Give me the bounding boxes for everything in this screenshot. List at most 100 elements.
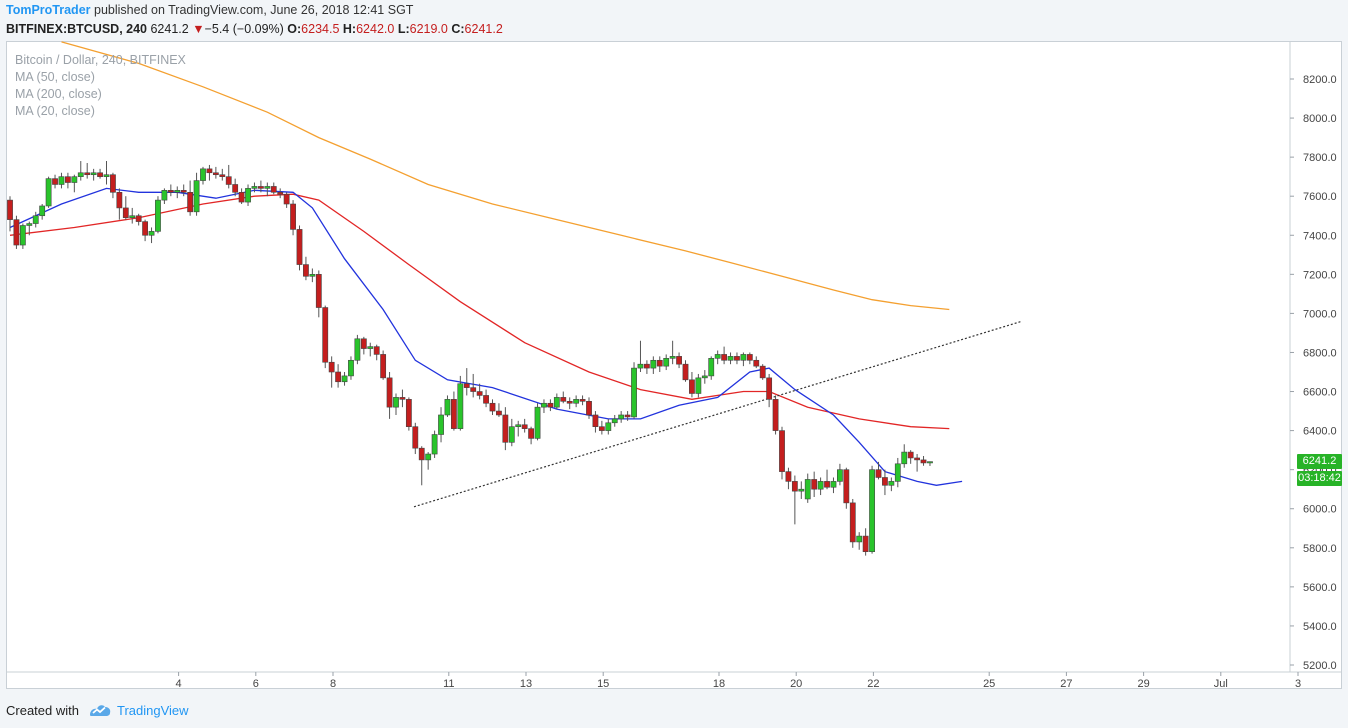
x-tick-label: 22 bbox=[867, 678, 879, 690]
candle-body bbox=[489, 402, 496, 412]
candle-body bbox=[637, 363, 644, 369]
candle-body bbox=[264, 186, 271, 189]
candle-body bbox=[129, 215, 136, 218]
candle-body bbox=[618, 414, 625, 420]
candle-body bbox=[232, 184, 239, 193]
candle-body bbox=[669, 356, 676, 359]
candle-body bbox=[586, 400, 592, 416]
candle-body bbox=[515, 424, 522, 427]
candle-down bbox=[811, 471, 818, 498]
candle-up bbox=[174, 186, 181, 199]
tradingview-brand[interactable]: TradingView bbox=[117, 703, 189, 718]
legend-ma50[interactable]: MA (50, close) bbox=[15, 70, 95, 84]
candle-body bbox=[444, 399, 451, 416]
candle-up bbox=[39, 204, 46, 220]
candle-body bbox=[676, 356, 682, 365]
candle-body bbox=[116, 191, 123, 209]
candle-body bbox=[483, 395, 489, 404]
candle-body bbox=[32, 215, 39, 224]
candle-down bbox=[373, 344, 380, 361]
candle-down bbox=[277, 188, 284, 199]
y-tick-label: 5400.0 bbox=[1303, 621, 1337, 633]
trendline bbox=[413, 320, 1023, 508]
y-tick-label: 7600.0 bbox=[1303, 191, 1337, 203]
low-value: 6219.0 bbox=[409, 22, 448, 36]
candle-up bbox=[836, 463, 843, 486]
candle-body bbox=[418, 447, 425, 461]
candle-body bbox=[521, 424, 528, 429]
candle-up bbox=[804, 473, 811, 503]
candle-up bbox=[438, 407, 444, 443]
candle-down bbox=[721, 346, 727, 365]
candle-body bbox=[309, 274, 316, 277]
candle-up bbox=[354, 334, 361, 365]
candle-up bbox=[341, 372, 348, 386]
candle-body bbox=[566, 400, 573, 404]
candle-body bbox=[901, 451, 908, 465]
high-value: 6242.0 bbox=[356, 22, 395, 36]
candle-up bbox=[155, 196, 161, 234]
candle-up bbox=[129, 207, 136, 224]
candle-body bbox=[393, 397, 399, 408]
candle-up bbox=[605, 418, 612, 435]
candle-body bbox=[643, 363, 650, 369]
candle-body bbox=[367, 346, 374, 349]
x-tick-label: 4 bbox=[176, 678, 182, 690]
candle-body bbox=[560, 397, 567, 402]
legend-ma20[interactable]: MA (20, close) bbox=[15, 104, 95, 118]
x-tick-label: 18 bbox=[713, 678, 725, 690]
x-tick-label: Jul bbox=[1214, 678, 1228, 690]
candle-down bbox=[418, 446, 425, 486]
candle-body bbox=[547, 402, 554, 408]
y-tick-label: 8200.0 bbox=[1303, 74, 1337, 86]
candle-body bbox=[830, 481, 837, 488]
candle-body bbox=[77, 172, 84, 177]
candle-body bbox=[425, 453, 432, 461]
candle-up bbox=[869, 465, 875, 554]
candle-down bbox=[914, 454, 920, 472]
last-price: 6241.2 bbox=[150, 22, 189, 36]
candle-up bbox=[444, 395, 451, 417]
candle-up bbox=[927, 461, 933, 466]
candle-down bbox=[142, 219, 148, 242]
candle-body bbox=[541, 402, 547, 408]
candle-body bbox=[65, 176, 71, 183]
x-tick-label: 29 bbox=[1137, 678, 1149, 690]
candle-body bbox=[399, 397, 406, 400]
candle-body bbox=[727, 356, 734, 361]
candle-body bbox=[927, 461, 933, 464]
candle-down bbox=[283, 192, 290, 208]
candle-down bbox=[328, 356, 335, 388]
candle-body bbox=[52, 178, 58, 185]
candle-down bbox=[920, 455, 927, 466]
ma200-line bbox=[61, 41, 950, 311]
candle-up bbox=[650, 356, 657, 374]
legend-ma200[interactable]: MA (200, close) bbox=[15, 87, 102, 101]
candle-body bbox=[759, 365, 766, 379]
candle-down bbox=[772, 395, 779, 435]
candle-down bbox=[322, 305, 329, 369]
candle-down bbox=[335, 364, 341, 388]
candle-body bbox=[322, 307, 329, 363]
symbol-label[interactable]: BITFINEX:BTCUSD, 240 bbox=[6, 22, 147, 36]
candle-body bbox=[174, 190, 181, 193]
candle-up bbox=[425, 452, 432, 470]
chart-panel[interactable] bbox=[6, 41, 1342, 689]
candle-up bbox=[798, 481, 805, 499]
candle-body bbox=[682, 363, 689, 381]
author-link[interactable]: TomProTrader bbox=[6, 3, 91, 17]
candle-body bbox=[296, 229, 303, 265]
ohlc-line: BITFINEX:BTCUSD, 240 6241.2 ▼−5.4 (−0.09… bbox=[6, 22, 503, 36]
y-tick-label: 6000.0 bbox=[1303, 504, 1337, 516]
candle-body bbox=[251, 186, 258, 189]
candle-up bbox=[508, 418, 515, 447]
candle-body bbox=[605, 422, 612, 431]
candle-down bbox=[412, 422, 419, 455]
y-tick-label: 7400.0 bbox=[1303, 230, 1337, 242]
candle-down bbox=[560, 391, 567, 404]
x-tick-label: 13 bbox=[520, 678, 532, 690]
tradingview-logo-icon[interactable] bbox=[88, 701, 112, 719]
candle-down bbox=[791, 475, 798, 525]
candle-down bbox=[586, 397, 592, 419]
